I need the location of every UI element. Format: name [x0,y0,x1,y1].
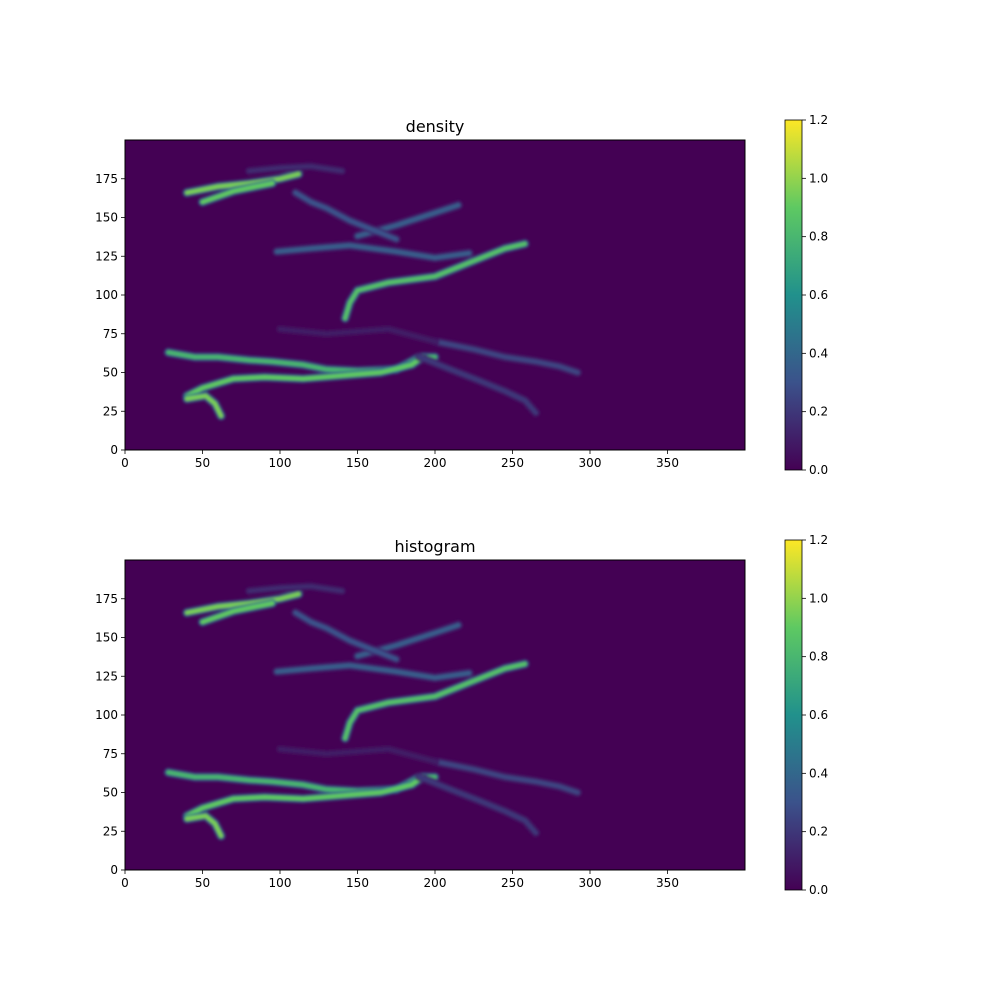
y-tick-label: 175 [95,172,118,186]
heatmap-streak [274,243,472,261]
y-tick-label: 50 [103,786,118,800]
x-tick-label: 0 [121,876,129,890]
colorbar [784,539,803,891]
heatmap-streak [432,339,580,375]
heatmap-features [163,581,583,841]
heatmap-streak [184,591,301,615]
heatmap-streak [184,171,301,195]
colorbar-tick-label: 0.6 [809,708,828,722]
y-tick-label: 150 [95,211,118,225]
chart-title: histogram [394,537,475,556]
heatmap-streak [184,774,425,819]
colorbar-tick-label: 1.0 [809,171,828,185]
colorbar-tick-label: 0.8 [809,230,828,244]
y-tick-label: 150 [95,631,118,645]
heatmap-streak [246,584,345,594]
heatmap-streak [293,190,399,242]
y-tick-label: 0 [110,443,118,457]
y-tick-label: 75 [103,747,118,761]
y-axis: 0 25 50 75 100 125 150 175 [95,172,125,457]
x-tick-label: 100 [269,456,292,470]
x-tick-label: 200 [424,876,447,890]
heatmap-streak [200,181,275,205]
heatmap-streak [274,663,472,681]
y-tick-label: 100 [95,288,118,302]
colorbar-tick-label: 1.2 [809,113,828,127]
y-tick-label: 100 [95,708,118,722]
colorbar-tick-label: 1.0 [809,591,828,605]
colorbar-tick-label: 0.2 [809,405,828,419]
x-tick-label: 100 [269,876,292,890]
y-tick-label: 0 [110,863,118,877]
colorbar-tick-label: 1.2 [809,533,828,547]
heatmap-streak [246,164,345,174]
histogram-panel: histogram 0 50 100 150 200 250 300 350 0 25 50 75 1… [95,533,828,897]
heatmap-streak [277,326,438,344]
colorbar [784,119,803,471]
colorbar-axis: 0.0 0.2 0.4 0.6 0.8 1.0 1.2 [802,113,828,477]
heatmap-streak [293,610,399,662]
y-tick-label: 175 [95,592,118,606]
x-tick-label: 150 [346,876,369,890]
heatmap-streak [200,601,275,625]
colorbar-tick-label: 0.8 [809,650,828,664]
x-tick-label: 50 [195,456,210,470]
x-tick-label: 300 [579,876,602,890]
x-tick-label: 350 [656,456,679,470]
x-axis: 0 50 100 150 200 250 300 350 [121,450,679,470]
heatmap-streak [184,813,224,839]
y-tick-label: 75 [103,327,118,341]
y-tick-label: 125 [95,669,118,683]
colorbar-tick-label: 0.4 [809,346,828,360]
x-axis: 0 50 100 150 200 250 300 350 [121,870,679,890]
x-tick-label: 250 [501,876,524,890]
x-tick-label: 250 [501,456,524,470]
heatmap-streak [277,746,438,764]
heatmap-streak [432,759,580,795]
x-tick-label: 50 [195,876,210,890]
x-tick-label: 350 [656,876,679,890]
x-tick-label: 0 [121,456,129,470]
y-axis: 0 25 50 75 100 125 150 175 [95,592,125,877]
heatmap-streak [417,354,539,416]
x-tick-label: 200 [424,456,447,470]
y-tick-label: 50 [103,366,118,380]
heatmap-streak [184,354,425,399]
y-tick-label: 125 [95,249,118,263]
y-tick-label: 25 [103,404,118,418]
colorbar-tick-label: 0.6 [809,288,828,302]
chart-title: density [406,117,465,136]
heatmap-streak [417,774,539,836]
heatmap-streak [184,393,224,419]
colorbar-tick-label: 0.0 [809,463,828,477]
density-panel: density 0 50 100 150 200 250 300 350 0 25 50 75 100… [95,113,828,477]
colorbar-tick-label: 0.4 [809,766,828,780]
x-tick-label: 150 [346,456,369,470]
heatmap-streak [342,241,528,321]
colorbar-tick-label: 0.2 [809,825,828,839]
heatmap-features [163,161,583,421]
colorbar-axis: 0.0 0.2 0.4 0.6 0.8 1.0 1.2 [802,533,828,897]
x-tick-label: 300 [579,456,602,470]
colorbar-tick-label: 0.0 [809,883,828,897]
y-tick-label: 25 [103,824,118,838]
heatmap-streak [342,661,528,741]
